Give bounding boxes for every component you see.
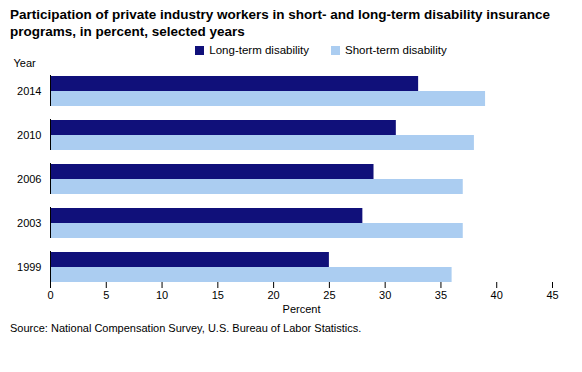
svg-text:15: 15	[212, 289, 224, 301]
html-text:Participation of private indus: Participation of private industry worker…	[10, 7, 551, 39]
svg-text:2003: 2003	[17, 217, 41, 229]
svg-text:10: 10	[156, 289, 168, 301]
svg-text:0: 0	[47, 289, 53, 301]
svg-text:5: 5	[103, 289, 109, 301]
html-text:Short-term disability: Short-term disability	[345, 44, 447, 56]
svg-text:1999: 1999	[17, 261, 41, 273]
svg-text:Percent: Percent	[283, 303, 321, 315]
svg-text:2010: 2010	[17, 129, 41, 141]
svg-text:35: 35	[435, 289, 447, 301]
svg-text:40: 40	[491, 289, 503, 301]
html-text:Source: National Compensation: Source: National Compensation Survey, U.…	[10, 322, 362, 334]
svg-text:45: 45	[546, 289, 558, 301]
svg-text:2006: 2006	[17, 173, 41, 185]
html-text:Long-term disability: Long-term disability	[209, 44, 309, 56]
svg-text:30: 30	[379, 289, 391, 301]
svg-text:2014: 2014	[17, 85, 41, 97]
svg-text:25: 25	[323, 289, 335, 301]
svg-text:Year: Year	[14, 57, 37, 69]
svg-text:20: 20	[267, 289, 279, 301]
